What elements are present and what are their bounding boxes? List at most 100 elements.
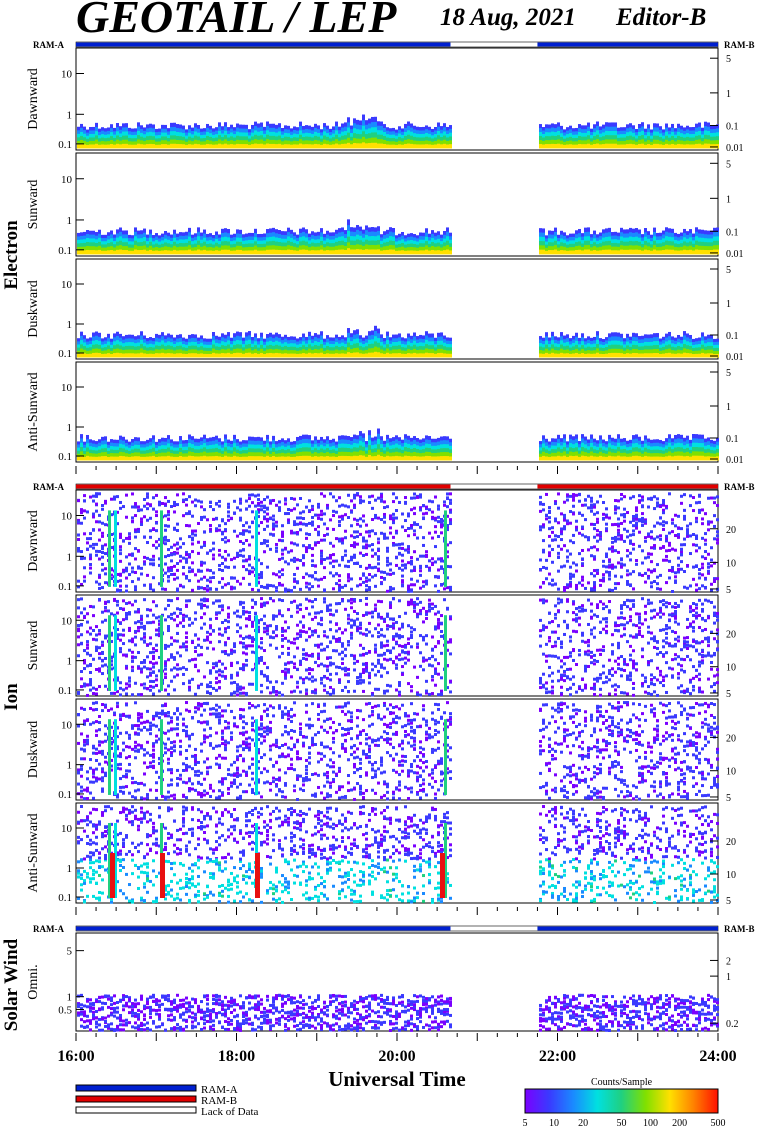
spectrum-cell [713, 249, 716, 255]
spectrum-cell [413, 440, 416, 445]
spectrum-cell [671, 143, 674, 149]
spectrum-cell [284, 132, 287, 138]
spectrum-cell [443, 238, 446, 243]
spectrum-cell [182, 514, 185, 518]
spectrum-cell [173, 353, 176, 358]
spectrum-cell [425, 144, 428, 149]
spectrum-cell [431, 341, 434, 346]
spectrum-cell [689, 443, 692, 448]
spectrum-cell [641, 353, 644, 358]
spectrum-cell [200, 353, 203, 358]
spectrum-cell [674, 250, 677, 255]
spectrum-cell [437, 242, 440, 247]
spectrum-cell [668, 134, 671, 139]
spectrum-cell [77, 579, 80, 583]
spectrum-cell [686, 250, 689, 255]
spectrum-cell [545, 456, 548, 461]
spectrum-cell [701, 340, 704, 346]
spectrum-cell [167, 128, 170, 132]
spectrum-cell [644, 455, 647, 461]
spectrum-cell [707, 338, 710, 343]
spectrum-cell [269, 441, 272, 445]
spectrum-cell [437, 437, 440, 443]
spectrum-cell [125, 246, 128, 251]
spectrum-cell [599, 137, 602, 142]
spectrum-cell [275, 245, 278, 251]
spectrum-cell [638, 339, 641, 344]
spectrum-cell [311, 339, 314, 344]
spectrum-cell [371, 334, 374, 340]
spectrum-cell [353, 240, 356, 246]
spectrum-cell [347, 448, 350, 453]
spectrum-cell [713, 144, 716, 149]
spectrum-cell [140, 508, 143, 512]
spectrum-cell [413, 352, 416, 358]
spectrum-cell [227, 453, 230, 458]
spectrum-cell [149, 245, 152, 251]
spectrum-cell [224, 342, 227, 347]
spectrum-cell [206, 139, 209, 145]
spectrum-cell [80, 243, 83, 248]
spectrum-cell [116, 249, 119, 255]
spectrum-cell [287, 125, 290, 131]
spectrum-cell [350, 456, 353, 461]
spectrum-cell [125, 242, 128, 247]
spectrum-cell [152, 140, 155, 145]
spectrum-cell [221, 140, 224, 145]
spectrum-cell [626, 124, 629, 129]
spectrum-cell [122, 452, 125, 457]
spectrum-cell [158, 128, 161, 133]
spectrum-cell [365, 124, 368, 130]
spectrum-cell [344, 439, 347, 445]
spectrum-cell [125, 143, 128, 149]
spectrum-cell [98, 135, 101, 139]
spectrum-cell [332, 137, 335, 142]
spectrum-cell [218, 350, 221, 355]
spectrum-cell [203, 455, 206, 461]
spectrum-cell [629, 340, 632, 344]
spectrum-cell [557, 135, 560, 140]
spectrum-cell [179, 136, 182, 141]
spectrum-cell [155, 456, 158, 461]
spectrum-cell [164, 136, 167, 141]
spectrum-cell [314, 452, 317, 457]
spectrum-cell [302, 136, 305, 142]
spectrum-cell [188, 510, 191, 514]
spectrum-cell [251, 340, 254, 345]
spectrum-cell [656, 456, 659, 461]
spectrum-cell [137, 448, 140, 453]
spectrum-cell [404, 143, 407, 149]
spectrum-cell [170, 131, 173, 136]
spectrum-cell [293, 250, 296, 255]
spectrum-cell [674, 350, 677, 355]
spectrum-cell [338, 340, 341, 345]
spectrum-cell [122, 343, 125, 348]
spectrum-cell [242, 344, 245, 348]
spectrum-cell [152, 554, 155, 558]
spectrum-cell [386, 352, 389, 358]
spectrum-cell [395, 138, 398, 143]
spectrum-cell [281, 246, 284, 251]
spectrum-cell [203, 134, 206, 139]
spectrum-cell [647, 449, 650, 454]
spectrum-cell [551, 344, 554, 350]
spectrum-cell [284, 345, 287, 351]
spectrum-cell [638, 143, 641, 149]
spectrum-cell [161, 124, 164, 130]
spectrum-cell [548, 124, 551, 129]
spectrum-cell [674, 337, 677, 342]
spectrum-cell [146, 341, 149, 345]
spectrum-cell [269, 241, 272, 246]
spectrum-cell [191, 130, 194, 135]
spectrum-cell [569, 125, 572, 130]
spectrum-cell [704, 442, 707, 447]
spectrum-cell [305, 245, 308, 251]
spectrum-cell [155, 135, 158, 139]
spectrum-cell [194, 250, 197, 255]
spectrum-cell [125, 449, 128, 454]
spectrum-cell [290, 350, 293, 355]
spectrum-cell [227, 449, 230, 454]
spectrum-cell [251, 132, 254, 137]
spectrum-cell [554, 456, 557, 461]
spectrum-cell [608, 455, 611, 461]
